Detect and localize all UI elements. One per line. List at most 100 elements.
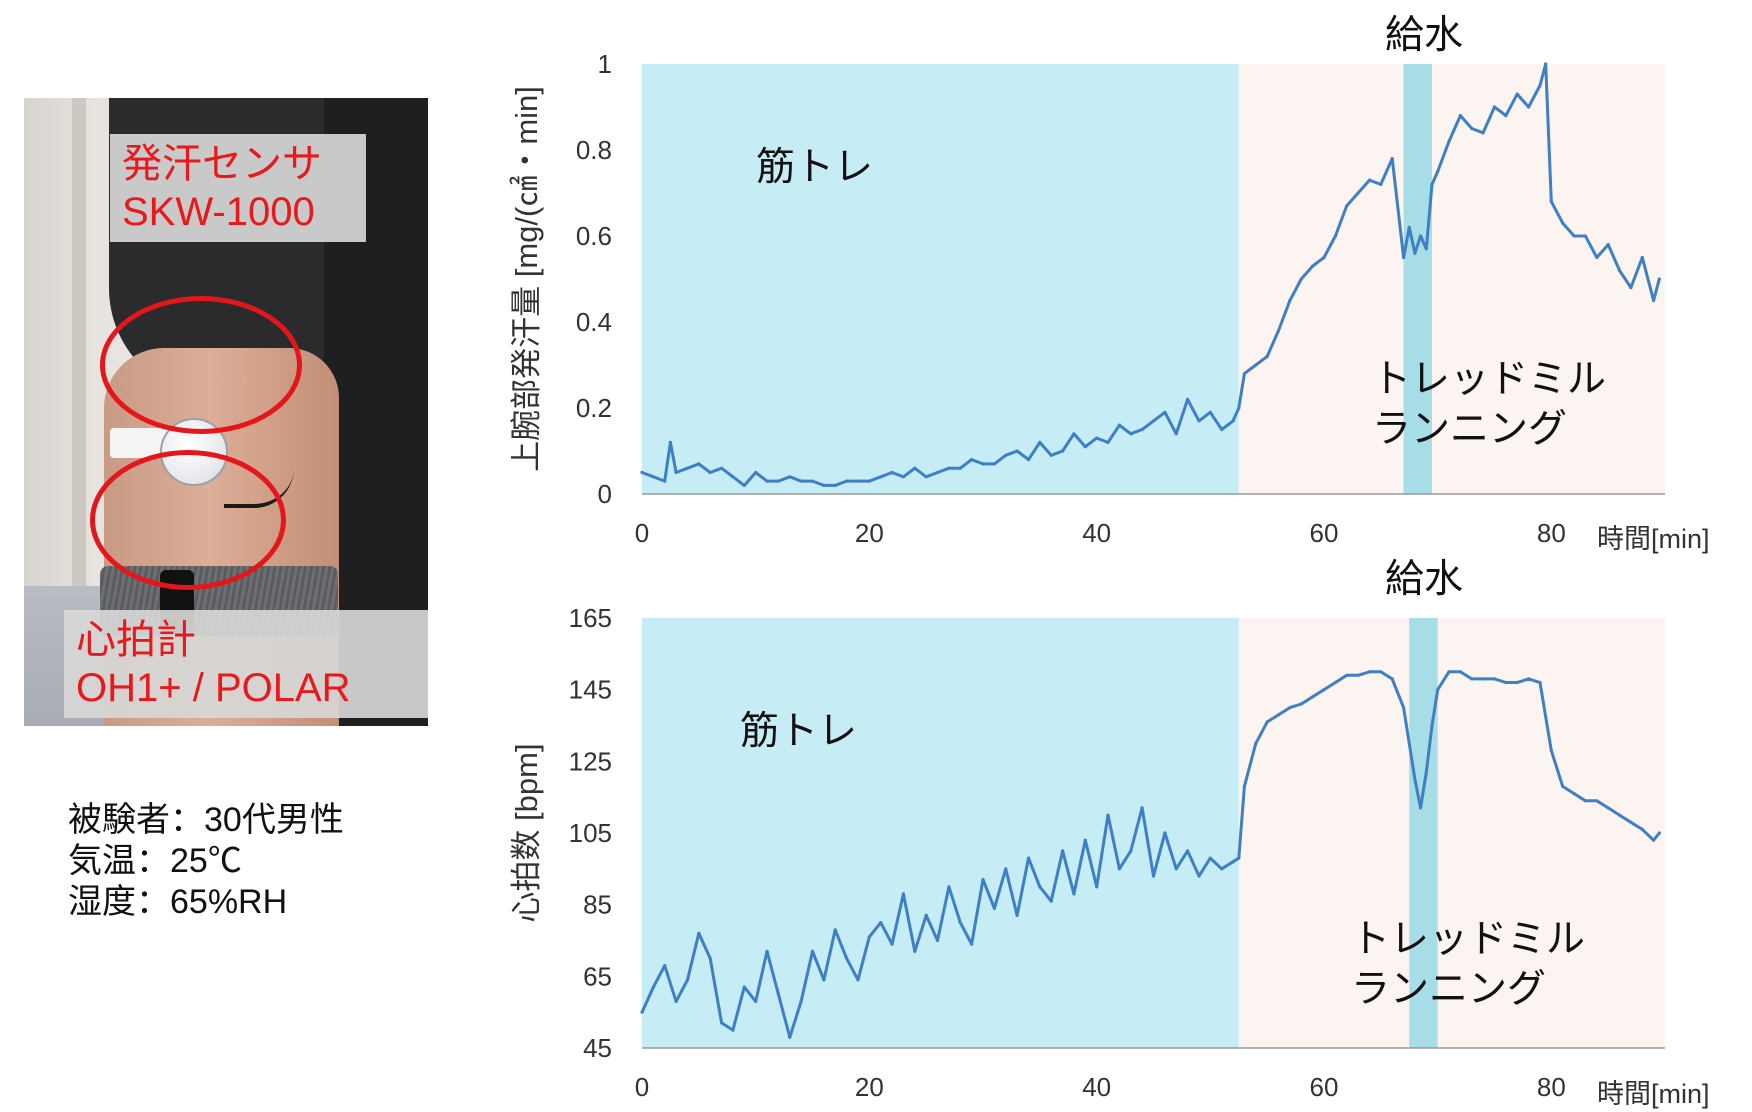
data-point <box>799 479 803 483</box>
data-point <box>651 985 656 989</box>
y-axis-label: 心拍数 [bpm] <box>509 743 544 922</box>
data-point <box>1265 720 1269 724</box>
data-point <box>1402 706 1406 710</box>
data-point <box>1572 234 1576 238</box>
data-point <box>1163 831 1167 835</box>
data-point <box>1629 286 1633 290</box>
y-tick-label: 0.2 <box>576 393 612 423</box>
data-point <box>720 1021 724 1025</box>
data-point <box>663 964 667 968</box>
y-tick-label: 125 <box>569 746 612 776</box>
data-point <box>1652 838 1656 842</box>
data-point <box>1186 397 1190 401</box>
sweat-sensor-callout: 発汗センサ SKW-1000 <box>110 134 366 242</box>
data-point <box>1299 702 1303 706</box>
data-point <box>1038 885 1042 889</box>
data-point <box>1606 806 1610 810</box>
data-point <box>799 999 803 1004</box>
data-point <box>1049 453 1053 457</box>
data-point <box>1367 178 1372 182</box>
data-point <box>651 475 656 479</box>
data-point <box>1231 419 1235 423</box>
data-point <box>970 458 974 462</box>
data-point <box>754 999 758 1004</box>
data-point <box>720 466 724 470</box>
data-point <box>1617 813 1622 817</box>
data-point <box>1544 62 1548 66</box>
data-point <box>697 462 701 466</box>
annotation-treadmill-line2: ランニング <box>1351 968 1546 1011</box>
data-point <box>1197 419 1201 423</box>
data-point <box>1419 234 1423 238</box>
data-point <box>913 466 917 470</box>
data-point <box>1595 799 1599 803</box>
data-point <box>1527 105 1531 109</box>
data-point <box>1430 182 1434 186</box>
x-tick-label: 0 <box>635 1072 649 1102</box>
data-point <box>1220 867 1224 871</box>
data-point <box>981 878 985 882</box>
heart-rate-highlight-ellipse <box>90 450 286 590</box>
subject-line: 被験者：30代男性 <box>68 801 344 839</box>
x-tick-label: 80 <box>1537 518 1566 548</box>
data-point <box>1504 114 1508 118</box>
data-point <box>879 921 883 925</box>
data-point <box>1458 670 1462 674</box>
data-point <box>1333 680 1337 685</box>
data-point <box>1572 792 1576 796</box>
data-point <box>1413 777 1417 781</box>
data-point <box>822 483 826 487</box>
y-tick-label: 145 <box>569 675 612 705</box>
region-muscle <box>642 64 1239 494</box>
data-point <box>1504 680 1508 685</box>
data-point <box>731 1028 735 1032</box>
data-point <box>1617 268 1622 272</box>
data-point <box>867 479 871 483</box>
data-point <box>1402 255 1406 260</box>
data-point <box>1237 856 1241 860</box>
sweat-sensor-callout-line2: SKW-1000 <box>122 190 315 234</box>
data-point <box>981 462 985 466</box>
data-point <box>1015 913 1019 918</box>
annotation-water: 給水 <box>1385 14 1463 57</box>
data-point <box>913 949 917 953</box>
data-point <box>1538 680 1542 685</box>
data-point <box>879 475 883 479</box>
data-point <box>1629 820 1633 824</box>
data-point <box>1379 182 1383 186</box>
y-tick-label: 0.6 <box>576 221 612 251</box>
data-point <box>1367 670 1372 674</box>
data-point <box>1174 432 1178 436</box>
data-point <box>1311 695 1315 699</box>
y-tick-label: 0.8 <box>576 135 612 165</box>
data-point <box>1390 157 1394 161</box>
data-point <box>776 479 781 483</box>
data-point <box>1481 131 1485 135</box>
data-point <box>1436 169 1440 174</box>
data-point <box>1026 458 1031 462</box>
data-point <box>1004 867 1008 871</box>
data-point <box>1129 849 1133 853</box>
data-point <box>935 470 940 475</box>
data-point <box>1413 251 1417 255</box>
data-point <box>674 470 678 475</box>
data-point <box>1276 329 1281 333</box>
data-point <box>1231 860 1235 864</box>
data-point <box>1436 688 1440 692</box>
data-point <box>1640 255 1644 260</box>
data-point <box>1515 92 1519 96</box>
data-point <box>890 470 894 475</box>
data-point <box>958 466 962 470</box>
data-point <box>1208 410 1212 414</box>
data-point <box>1276 713 1281 717</box>
y-tick-label: 105 <box>569 818 612 848</box>
data-point <box>1151 874 1156 878</box>
data-point <box>1220 427 1224 432</box>
data-point <box>1549 200 1553 204</box>
annotation-treadmill-line2: ランニング <box>1372 408 1567 451</box>
x-tick-label: 80 <box>1537 1072 1566 1102</box>
data-point <box>1492 105 1497 109</box>
data-point <box>1049 899 1053 903</box>
y-axis-label: 上腕部発汗量 [mg/(㎠・min] <box>509 86 544 472</box>
data-point <box>1583 234 1587 238</box>
